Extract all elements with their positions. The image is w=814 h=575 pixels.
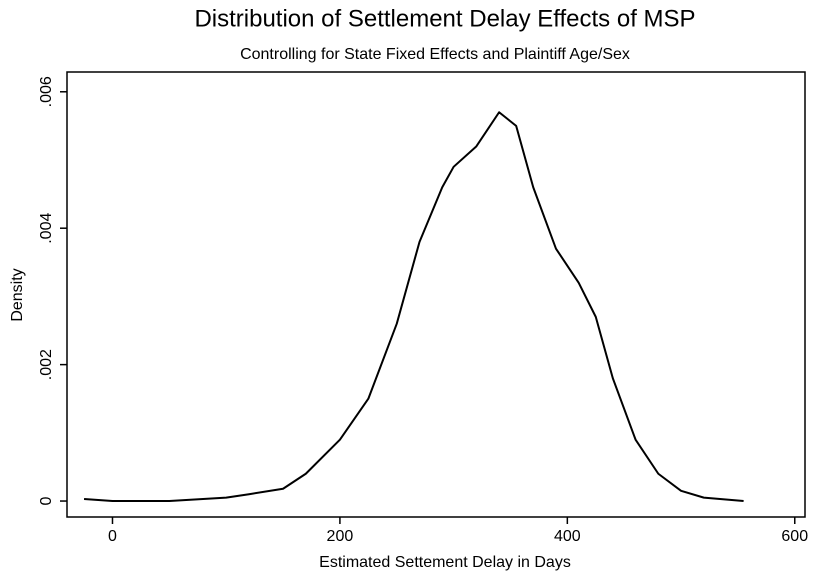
y-tick-label: .002 <box>38 349 55 380</box>
y-tick-label: 0 <box>38 496 55 505</box>
x-tick-label: 200 <box>327 528 354 545</box>
y-tick-label: .006 <box>38 76 55 107</box>
plot-frame <box>66 71 806 518</box>
x-axis-label: Estimated Settement Delay in Days <box>319 554 571 571</box>
x-tick-label: 400 <box>554 528 581 545</box>
y-axis-label: Density <box>9 268 26 321</box>
y-tick-label: .004 <box>38 213 55 244</box>
x-tick-label: 0 <box>108 528 117 545</box>
density-line <box>83 111 744 503</box>
chart-subtitle: Controlling for State Fixed Effects and … <box>240 46 630 63</box>
chart-title: Distribution of Settlement Delay Effects… <box>194 5 695 32</box>
x-tick-label: 600 <box>781 528 808 545</box>
